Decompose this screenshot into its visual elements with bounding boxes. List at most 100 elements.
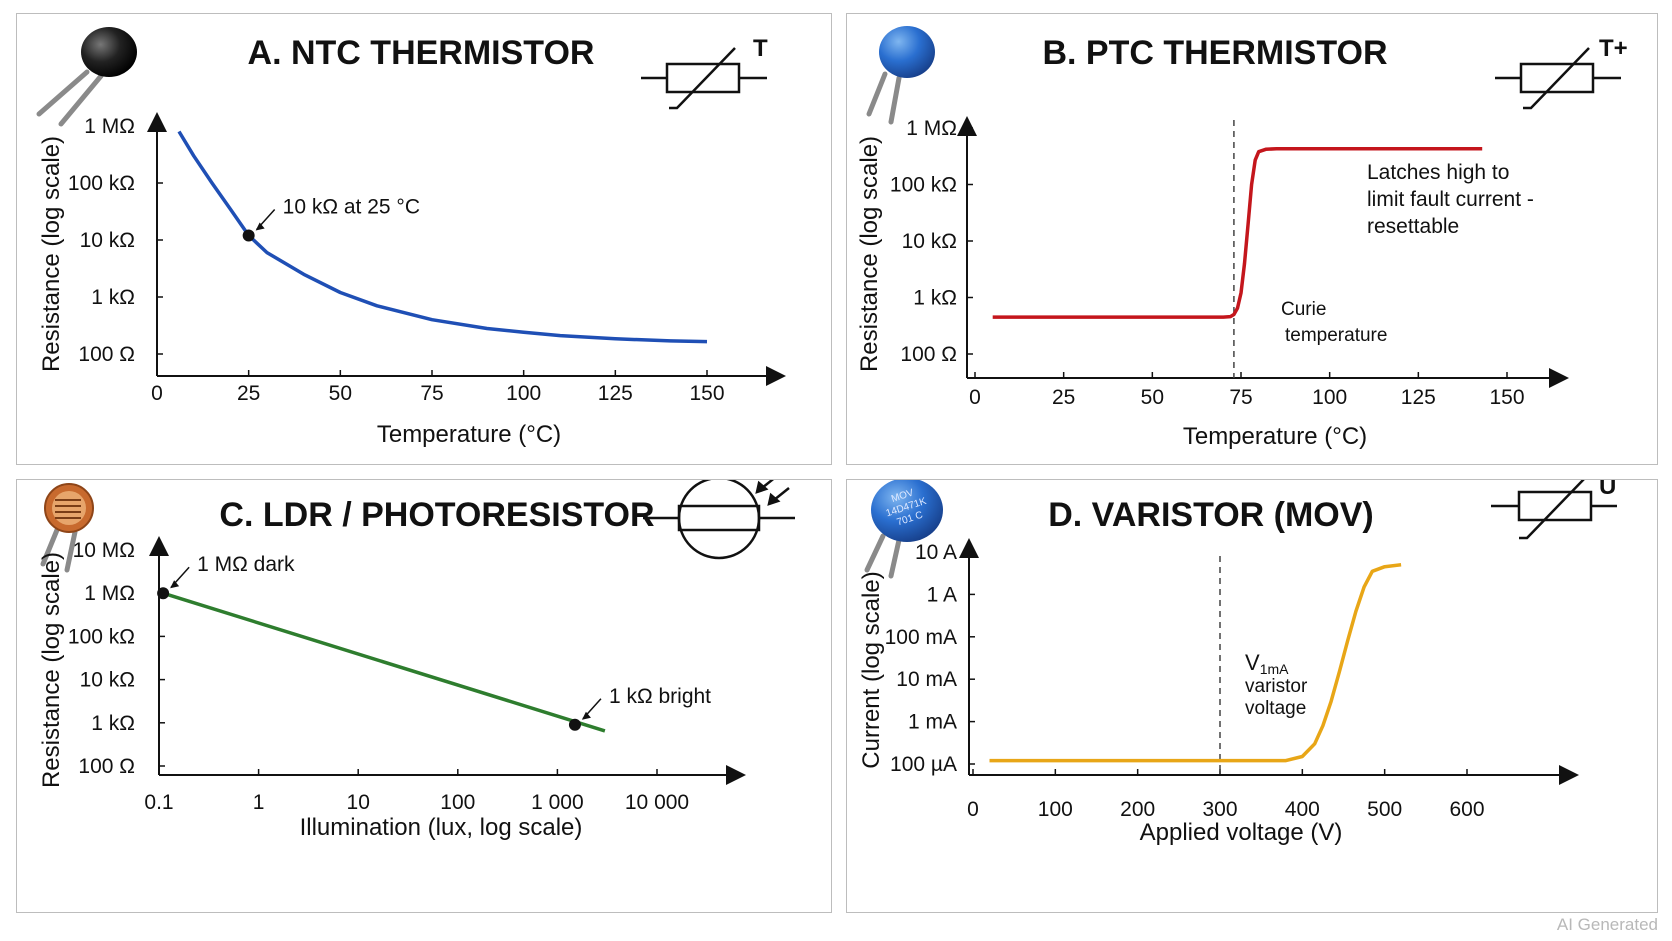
x-tick-label: 125 [598,382,633,405]
ntc-chart: A. NTC THERMISTOR T 0 25 50 75 100 125 150 100 … [36,27,786,448]
data-point [568,718,581,731]
x-tick-label: 500 [1367,798,1402,821]
y-tick-label: 1 A [927,583,957,606]
varistor-annotation-line-2: varistor [1245,676,1308,697]
y-tick-label: 1 kΩ [91,286,135,309]
x-tick-label: 0 [969,386,981,409]
symbol-label: T+ [1599,35,1628,62]
y-axis-label: Resistance (log scale) [38,136,65,372]
curie-annotation-line-1: Curie [1281,299,1326,320]
x-tick-label: 150 [1489,386,1524,409]
y-tick-label: 10 mA [896,668,957,691]
varistor-annotation-line-3: voltage [1245,698,1306,719]
y-tick-label: 100 kΩ [68,172,135,195]
x-tick-label: 150 [689,382,724,405]
data-point [157,587,170,600]
y-tick-label: 1 MΩ [84,582,135,605]
panel-ntc-thermistor: A. NTC THERMISTOR T 0 25 50 75 100 125 150 100 … [16,13,832,465]
callout-arrowhead [170,580,180,589]
y-tick-label: 100 mA [885,626,957,649]
ntc-resistance-curve [177,130,708,344]
x-tick-label: 1 [253,791,265,814]
y-tick-label: 1 kΩ [91,712,135,735]
y-axis-label: Current (log scale) [858,571,885,768]
v1ma-label: V1mA [1245,650,1289,677]
x-axis-label: Temperature (°C) [377,421,561,448]
chart-title: D. VARISTOR (MOV) [1048,496,1374,534]
y-tick-label: 10 kΩ [80,669,135,692]
y-axis-label: Resistance (log scale) [856,136,883,372]
x-tick-label: 25 [1052,386,1075,409]
ptc-thermistor-icon [866,26,935,125]
x-tick-label: 10 [347,791,370,814]
point-label: 1 kΩ bright [609,685,711,708]
x-axis-label: Temperature (°C) [1183,423,1367,450]
x-axis-label: Applied voltage (V) [1140,819,1343,846]
y-tick-label: 1 MΩ [906,117,957,140]
varistor-symbol [1491,480,1617,540]
symbol-label: T [753,35,768,62]
thermistor-symbol [641,47,767,110]
ptc-resistance-curve [992,146,1483,319]
latch-annotation-line-1: Latches high to [1367,161,1509,184]
data-point [242,229,255,242]
x-tick-label: 100 [1038,798,1073,821]
latch-annotation-line-2: limit fault current - [1367,188,1534,211]
ntc-thermistor-icon [36,27,137,127]
x-tick-label: 50 [1141,386,1164,409]
x-tick-label: 75 [1229,386,1252,409]
y-tick-label: 10 kΩ [80,229,135,252]
chart-title: A. NTC THERMISTOR [248,34,595,72]
point-label: 10 kΩ at 25 °C [283,195,420,218]
y-tick-label: 100 kΩ [890,174,957,197]
curie-annotation-line-2: temperature [1285,325,1387,346]
x-axis-label: Illumination (lux, log scale) [300,814,583,841]
ldr-resistance-line [162,591,606,733]
mov-varistor-icon: MOV 14D471K 701 C [864,480,943,579]
panel-ldr-photoresistor: C. LDR / PHOTORESISTOR 0.1 1 10 100 1 000 10 … [16,479,832,913]
x-tick-label: 300 [1202,798,1237,821]
y-tick-label: 10 MΩ [73,539,135,562]
x-tick-label: 25 [237,382,260,405]
y-tick-label: 100 µA [890,753,957,776]
symbol-label: U [1599,480,1616,500]
y-tick-label: 10 kΩ [902,230,957,253]
x-tick-label: 100 [506,382,541,405]
y-tick-label: 100 Ω [900,343,957,366]
x-tick-label: 0 [967,798,979,821]
x-tick-label: 100 [440,791,475,814]
x-tick-label: 1 000 [531,791,584,814]
ldr-chart: C. LDR / PHOTORESISTOR 0.1 1 10 100 1 000 10 … [38,480,795,841]
x-tick-label: 0 [151,382,163,405]
y-tick-label: 100 kΩ [68,625,135,648]
point-label: 1 MΩ dark [197,553,295,576]
y-axis-label: Resistance (log scale) [38,552,65,788]
thermistor-symbol [1495,47,1621,110]
x-tick-label: 0.1 [144,791,173,814]
ptc-chart: B. PTC THERMISTOR T+ 0 25 50 75 100 125 150 100… [856,26,1628,450]
y-tick-label: 100 Ω [78,343,135,366]
x-tick-label: 125 [1401,386,1436,409]
y-tick-label: 1 kΩ [913,287,957,310]
y-tick-label: 10 A [915,541,957,564]
callout-arrowhead [255,222,265,231]
ldr-photoresistor-icon [40,483,94,573]
ai-generated-watermark: AI Generated [1556,915,1658,934]
x-tick-label: 600 [1449,798,1484,821]
x-tick-label: 75 [420,382,443,405]
chart-title: C. LDR / PHOTORESISTOR [219,496,654,534]
x-tick-label: 200 [1120,798,1155,821]
photoresistor-symbol [643,480,795,560]
panel-ptc-thermistor: B. PTC THERMISTOR T+ 0 25 50 75 100 125 150 100… [846,13,1658,465]
latch-annotation-line-3: resettable [1367,215,1459,238]
y-tick-label: 1 mA [908,711,957,734]
y-tick-label: 100 Ω [78,755,135,778]
x-tick-label: 50 [329,382,352,405]
y-tick-label: 1 MΩ [84,115,135,138]
chart-title: B. PTC THERMISTOR [1042,34,1387,72]
varistor-current-curve [989,563,1402,763]
x-tick-label: 400 [1285,798,1320,821]
callout-arrowhead [581,711,591,720]
